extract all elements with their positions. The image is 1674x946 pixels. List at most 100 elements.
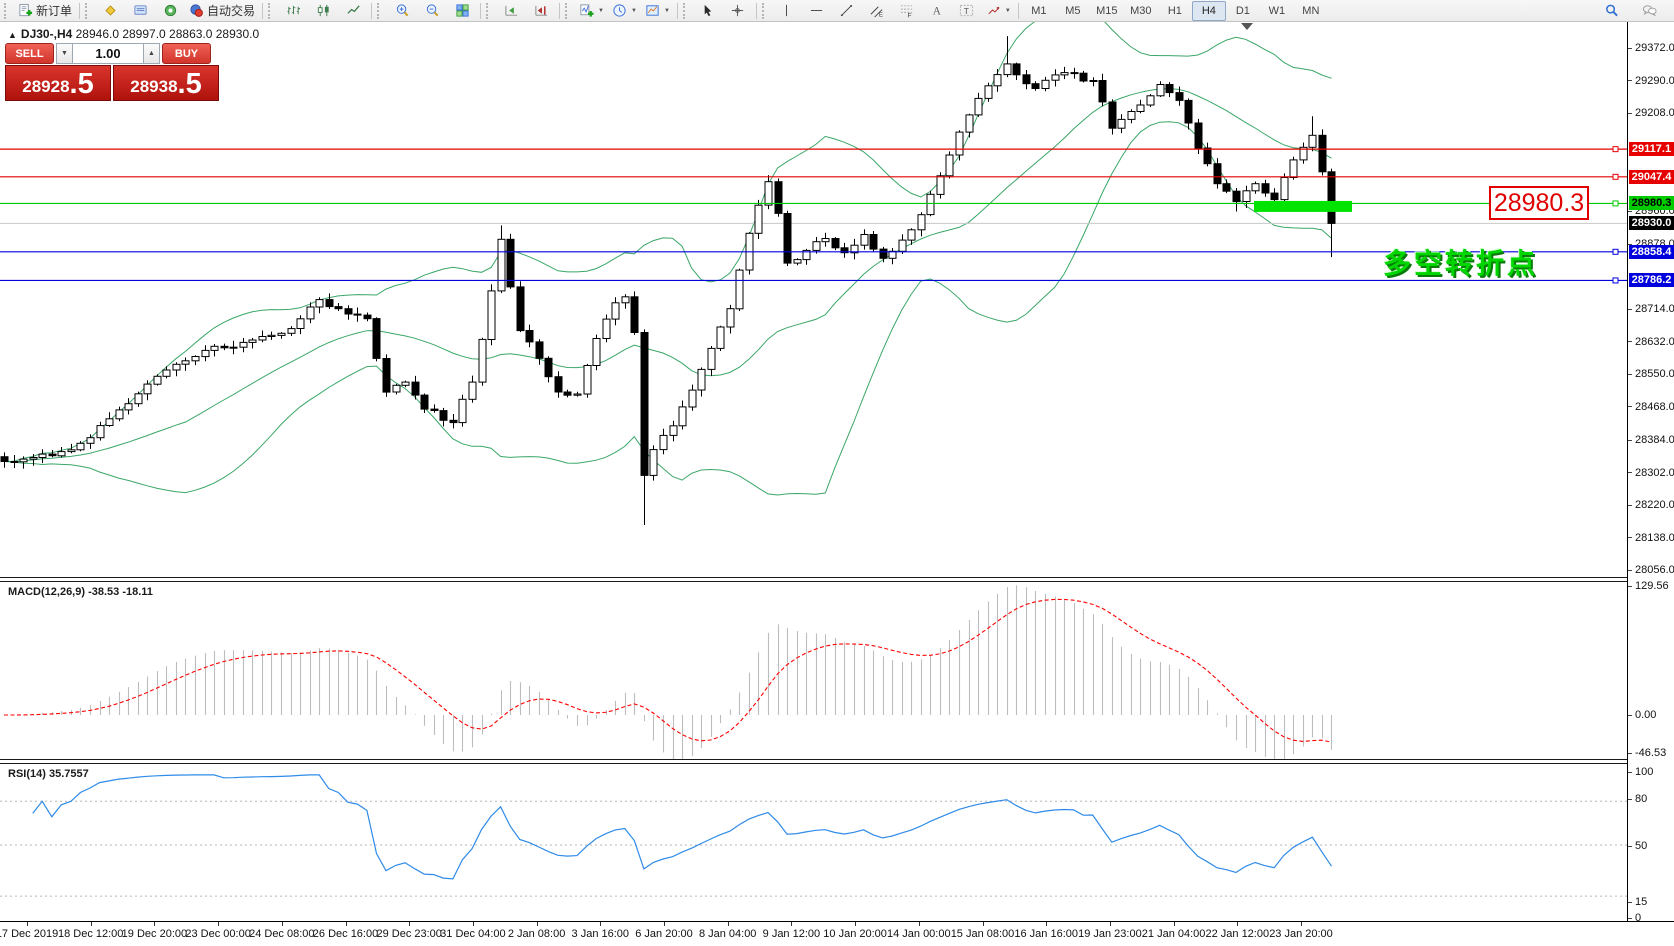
sell-price-button[interactable]: 28928.5	[5, 65, 111, 101]
timeframe-m30-button[interactable]: M30	[1130, 4, 1152, 17]
time-tick	[600, 922, 602, 926]
time-tick-label: 16 Jan 16:00	[1014, 928, 1078, 940]
fibonacci-tool-button[interactable]: F	[892, 0, 922, 22]
time-tick-label: 17 Dec 2019	[0, 928, 59, 940]
chart-shift-button[interactable]	[526, 0, 556, 22]
text-label-tool-button[interactable]: T	[952, 0, 982, 22]
timeframe-m15-button[interactable]: M15	[1096, 4, 1118, 17]
macd-indicator-panel[interactable]: MACD(12,26,9) -38.53 -18.11	[0, 582, 1627, 759]
time-tick	[472, 922, 474, 926]
indicators-list-button[interactable]: ▼	[575, 0, 608, 22]
time-tick-label: 19 Dec 20:00	[121, 928, 188, 940]
volume-increase-button[interactable]: ▲	[143, 43, 160, 64]
crosshair-icon	[730, 3, 745, 18]
sell-price-frac: .5	[69, 68, 94, 101]
rsi-label: RSI(14) 35.7557	[8, 768, 89, 780]
time-tick	[982, 922, 984, 926]
time-tick	[154, 922, 156, 926]
price-tick-label: 50	[1628, 840, 1647, 853]
market-watch-button[interactable]	[95, 0, 125, 22]
zoom-in-icon	[395, 3, 410, 18]
horizontal-line-tool-button[interactable]	[802, 0, 832, 22]
text-tool-button[interactable]: A	[922, 0, 952, 22]
periods-button[interactable]: ▼	[608, 0, 641, 22]
time-tick-label: 3 Jan 16:00	[571, 928, 630, 940]
svg-text:F: F	[908, 13, 912, 18]
toolbar-grip[interactable]	[4, 2, 11, 19]
price-tick-label: 28384.0	[1628, 434, 1674, 447]
rsi-plot[interactable]	[0, 764, 1627, 921]
time-tick	[1046, 922, 1048, 926]
dropdown-arrow-icon[interactable]: ▼	[598, 7, 604, 14]
toolbar-grip[interactable]	[565, 2, 572, 19]
search-button[interactable]	[1596, 0, 1626, 22]
vertical-line-tool-button[interactable]	[772, 0, 802, 22]
data-window-button[interactable]	[125, 0, 155, 22]
time-tick	[345, 922, 347, 926]
timeframe-w1-button[interactable]: W1	[1268, 4, 1286, 17]
line-chart-mode-button[interactable]	[338, 0, 368, 22]
timeframe-h4-button[interactable]: H4	[1191, 0, 1226, 21]
price-chart-panel[interactable]: ▲ DJ30-,H4 28946.0 28997.0 28863.0 28930.…	[0, 22, 1627, 577]
candlestick-mode-button[interactable]	[308, 0, 338, 22]
price-tick-label: 28220.0	[1628, 499, 1674, 512]
time-tick	[1301, 922, 1302, 926]
zoom-out-button[interactable]	[417, 0, 447, 22]
equidistant-channel-tool-button[interactable]: E	[862, 0, 892, 22]
time-tick-label: 8 Jan 04:00	[698, 928, 757, 940]
dropdown-arrow-icon[interactable]: ▼	[630, 7, 637, 14]
dropdown-arrow-icon[interactable]: ▼	[663, 7, 670, 14]
buy-price-button[interactable]: 28938.5	[113, 65, 219, 101]
auto-scroll-button[interactable]	[496, 0, 526, 22]
time-tick-label: 14 Jan 00:00	[886, 928, 951, 940]
price-tick-label: 0	[1628, 912, 1641, 925]
panel-splitter[interactable]	[0, 759, 1627, 764]
sell-button[interactable]: SELL	[5, 43, 54, 64]
tile-windows-button[interactable]	[447, 0, 477, 22]
timeframe-m1-button[interactable]: M1	[1031, 4, 1047, 17]
cursor-tool-button[interactable]	[693, 0, 723, 22]
volume-decrease-button[interactable]: ▼	[56, 43, 73, 64]
price-tick-label: 28714.0	[1628, 303, 1674, 316]
time-axis[interactable]: 17 Dec 2019 18 Dec 12:00 19 Dec 20:00 23 De…	[0, 921, 1674, 946]
toolbar-grip[interactable]	[486, 2, 493, 19]
time-tick-label: 19 Jan 23:00	[1078, 928, 1142, 940]
bar-chart-mode-button[interactable]	[278, 0, 308, 22]
crosshair-tool-button[interactable]	[723, 0, 753, 22]
timeframe-mn-button[interactable]: MN	[1302, 4, 1320, 17]
trendline-tool-button[interactable]	[832, 0, 862, 22]
autotrading-button[interactable]: 自动交易	[185, 0, 259, 22]
timeframe-m5-button[interactable]: M5	[1065, 4, 1081, 17]
price-callout-box[interactable]: 28980.3	[1489, 186, 1589, 220]
templates-button[interactable]: ▼	[641, 0, 674, 22]
new-order-button[interactable]: 新订单	[14, 0, 76, 22]
arrows-tool-button[interactable]: ▼	[982, 0, 1015, 22]
toolbar-grip[interactable]	[85, 2, 92, 19]
timeframe-h1-button[interactable]: H1	[1167, 4, 1182, 17]
chat-icon	[1642, 3, 1657, 18]
price-tick-label: -46.53	[1628, 747, 1666, 760]
price-tick-label: 28056.0	[1628, 564, 1674, 577]
chat-button[interactable]	[1634, 0, 1664, 22]
toolbar-grip[interactable]	[268, 2, 275, 19]
toolbar-grip[interactable]	[377, 2, 384, 19]
macd-plot[interactable]	[0, 582, 1627, 759]
zoom-in-button[interactable]	[387, 0, 417, 22]
navigator-button[interactable]	[155, 0, 185, 22]
price-tick-label: 29208.0	[1628, 107, 1674, 120]
panel-splitter[interactable]	[0, 577, 1627, 582]
dropdown-arrow-icon[interactable]: ▼	[1004, 7, 1011, 14]
support-line-price-badge: 28858.4	[1629, 244, 1674, 259]
price-axis[interactable]: 29372.029290.029208.028960.028878.028714…	[1627, 22, 1674, 924]
buy-button[interactable]: BUY	[162, 43, 211, 64]
rsi-indicator-panel[interactable]: RSI(14) 35.7557	[0, 764, 1627, 921]
timeframe-d1-button[interactable]: D1	[1235, 4, 1250, 17]
volume-input[interactable]: 1.00	[73, 43, 143, 64]
toolbar-separator	[79, 2, 81, 19]
trade-panel-toggle-icon[interactable]: ▲	[8, 30, 17, 40]
turning-point-annotation[interactable]: 多空转折点	[1383, 248, 1539, 279]
toolbar-grip[interactable]	[761, 2, 769, 19]
time-tick	[727, 922, 729, 926]
toolbar-grip[interactable]	[682, 2, 690, 19]
candlestick-chart[interactable]	[0, 22, 1627, 577]
